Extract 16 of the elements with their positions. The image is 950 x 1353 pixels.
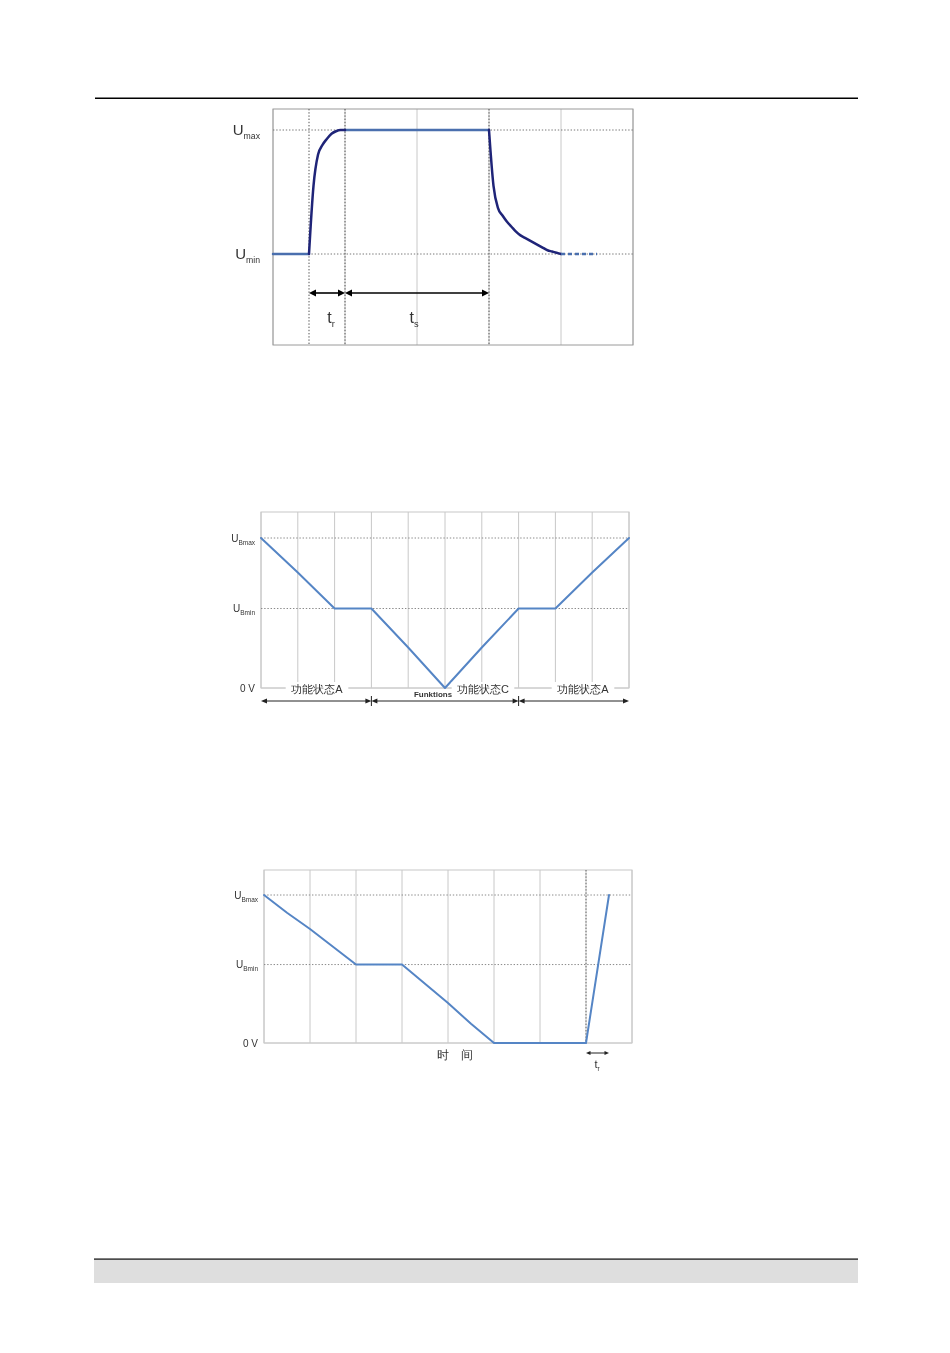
text: t$_{r}$ (594, 1058, 601, 1073)
text: t$_{s}$ (409, 309, 419, 330)
ref-line-label: 0 V (239, 682, 256, 694)
ref-line-label: 0 V (242, 1037, 259, 1049)
ref-line-label: U$_{max}$ (232, 121, 261, 142)
ref-line-label: U$_{Bmin}$ (235, 959, 259, 972)
text: t$_{r}$ (327, 309, 335, 330)
ref-line-label: U$_{Bmax}$ (234, 889, 259, 903)
annotation: 功能状态C (457, 683, 510, 695)
ref-line-label: U$_{Bmax}$ (231, 532, 256, 546)
annotation: 功能状态A (557, 683, 610, 695)
ref-line-label: U$_{Bmin}$ (232, 603, 256, 616)
text: Funktions (413, 690, 453, 699)
ref-line-label: U$_{min}$ (235, 245, 261, 266)
annotation: 功能状态A (291, 683, 344, 695)
x-axis-title: 时 间 (437, 1048, 473, 1062)
